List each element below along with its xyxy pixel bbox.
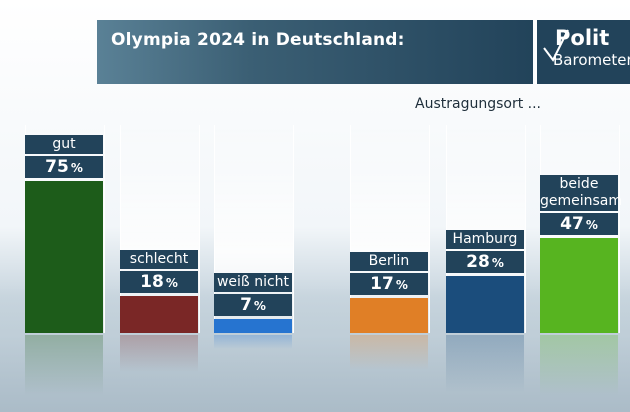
- bar-reflection-beide-gemeinsam: [540, 335, 618, 395]
- category-label-schlecht: schlecht: [120, 250, 198, 269]
- chart-subtitle: Austragungsort ...: [415, 96, 541, 112]
- value-number: 47: [560, 214, 584, 234]
- value-unit: %: [70, 161, 83, 175]
- checkmark-icon: [543, 29, 569, 62]
- data-label-gut: 75%: [25, 156, 103, 178]
- value-unit: %: [395, 278, 408, 292]
- logo-text-polit: Polit: [555, 26, 610, 50]
- bar-reflection-berlin: [350, 335, 428, 370]
- data-label-schlecht: 18%: [120, 271, 198, 293]
- politbarometer-logo: Polit Barometer: [535, 20, 630, 84]
- data-label-weiß-nicht: 7%: [214, 294, 292, 316]
- bar-beide-gemeinsam: [540, 238, 618, 333]
- chart-title: Olympia 2024 in Deutschland:: [111, 30, 405, 50]
- value-unit: %: [491, 256, 504, 270]
- category-label-berlin: Berlin: [350, 252, 428, 271]
- category-label-beide-gemeinsam: beide gemeinsam: [540, 175, 623, 211]
- bar-schlecht: [120, 296, 198, 333]
- bar-weiß-nicht: [214, 319, 292, 333]
- value-unit: %: [253, 299, 266, 313]
- data-label-beide-gemeinsam: 47%: [540, 213, 618, 235]
- value-number: 75: [45, 157, 69, 177]
- value-unit: %: [585, 218, 598, 232]
- value-number: 17: [370, 274, 394, 294]
- value-number: 28: [466, 252, 490, 272]
- bar-reflection-hamburg: [446, 335, 524, 392]
- bar-gut: [25, 181, 103, 333]
- bar-reflection-gut: [25, 335, 103, 395]
- data-label-hamburg: 28%: [446, 251, 524, 273]
- value-number: 7: [240, 295, 252, 315]
- bar-reflection-weiß-nicht: [214, 335, 292, 349]
- data-label-berlin: 17%: [350, 273, 428, 295]
- bar-reflection-schlecht: [120, 335, 198, 372]
- bar-hamburg: [446, 276, 524, 333]
- logo-text-barometer: Barometer: [553, 51, 630, 69]
- title-bar: Olympia 2024 in Deutschland:: [97, 20, 533, 84]
- value-unit: %: [165, 276, 178, 290]
- category-label-gut: gut: [25, 135, 103, 154]
- category-label-weiß-nicht: weiß nicht: [214, 273, 292, 292]
- value-number: 18: [140, 272, 164, 292]
- bar-berlin: [350, 298, 428, 333]
- category-label-hamburg: Hamburg: [446, 230, 524, 249]
